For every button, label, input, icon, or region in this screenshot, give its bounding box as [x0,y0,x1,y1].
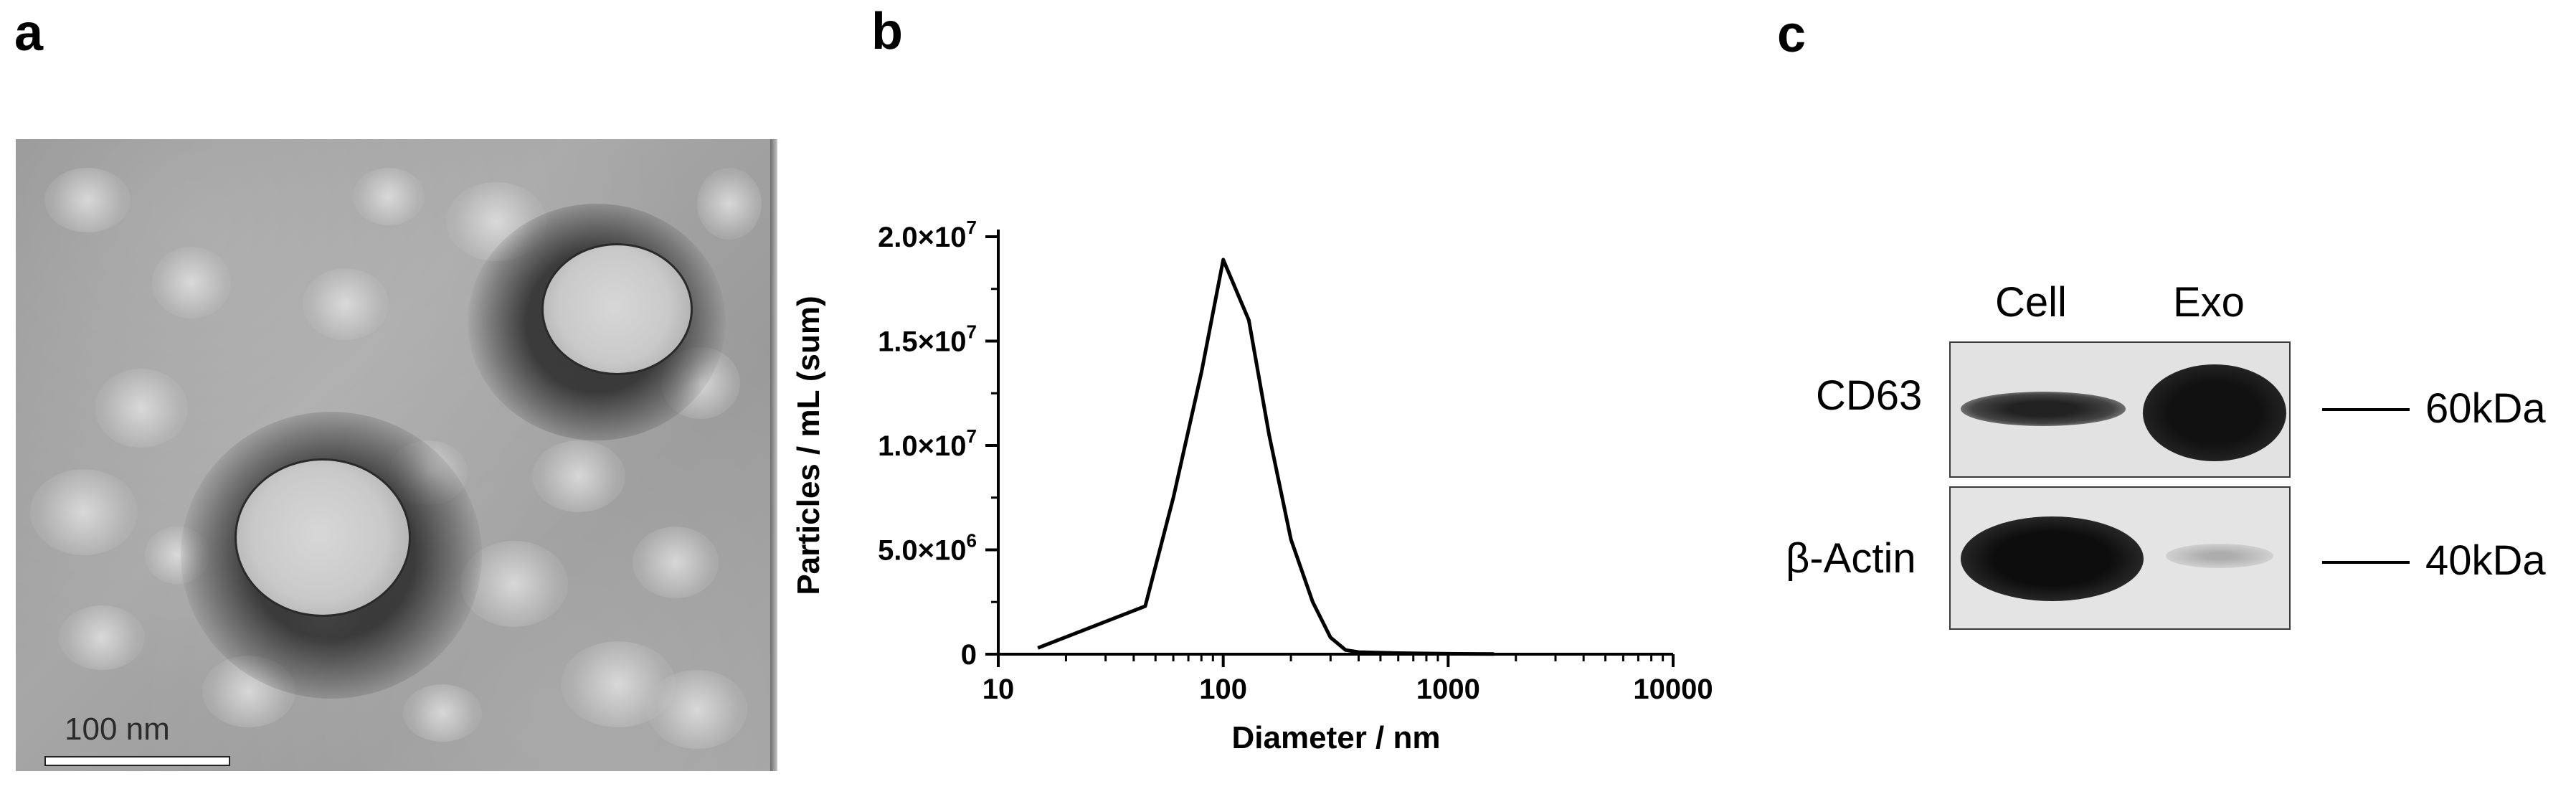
x-tick-label: 1000 [1416,674,1480,705]
band-cd63-cell [1961,392,2126,426]
panel-a-letter: a [14,4,44,62]
y-tick-label: 0 [961,639,977,671]
x-tick-label: 10 [982,674,1015,705]
marker-line-60kda [2322,408,2410,411]
scale-bar [44,756,230,766]
row-label-beta-actin: β-Actin [1786,535,1916,582]
x-axis-label: Diameter / nm [1232,720,1441,755]
lane-label-cell: Cell [1995,279,2067,326]
row-label-cd63: CD63 [1816,372,1923,419]
marker-label-40kda: 40kDa [2425,537,2546,584]
chart-svg: 10 100 1000 10000 0 5.0×106 1.0×107 1.5×107 2.0×… [791,217,1713,755]
panel-b-letter: b [871,3,903,60]
band-actin-cell [1961,516,2144,601]
band-cd63-exo [2143,364,2286,461]
y-tick-label: 2.0×107 [878,217,977,253]
band-actin-exo [2166,544,2273,568]
western-blot: Cell Exo CD63 β-Actin 60kDa 40kDa [1771,279,2575,653]
blot-beta-actin [1949,486,2291,630]
y-tick-label: 5.0×106 [878,530,977,567]
exosome-vesicle-upper [541,243,693,375]
x-tick-label: 10000 [1633,674,1713,705]
y-tick-label: 1.0×107 [878,425,977,462]
panel-c-letter: c [1777,6,1806,63]
y-axis-label: Particles / mL (sum) [791,296,826,595]
tem-micrograph: 100 nm [16,139,777,771]
blot-cd63 [1949,341,2291,478]
series-line-0 [1037,258,1495,656]
marker-label-60kda: 60kDa [2425,385,2546,432]
exosome-vesicle-lower [235,458,411,617]
scale-bar-label: 100 nm [65,712,170,747]
x-tick-label: 100 [1199,674,1247,705]
lane-label-exo: Exo [2173,279,2245,326]
marker-line-40kda [2322,561,2410,564]
y-tick-label: 1.5×107 [878,321,977,358]
size-distribution-chart: 10 100 1000 10000 0 5.0×106 1.0×107 1.5×107 2.0×… [789,143,1721,789]
